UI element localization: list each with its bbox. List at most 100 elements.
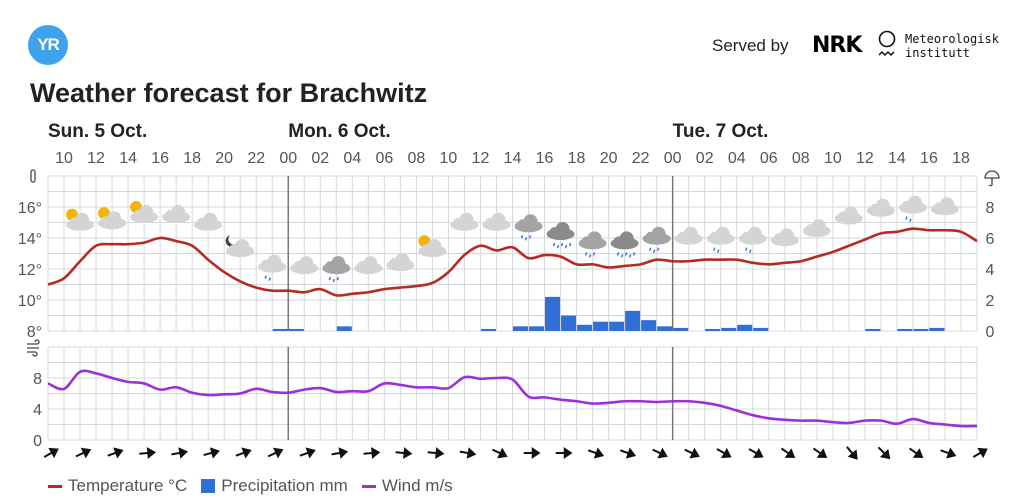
hour-label: 16 xyxy=(920,150,938,167)
legend-item-temperature[interactable]: Temperature °C xyxy=(48,476,187,496)
light-rain-icon xyxy=(898,195,927,222)
yr-logo-text: YR xyxy=(37,35,60,54)
cloudy-icon xyxy=(770,228,799,247)
wind-direction-arrow-icon xyxy=(363,447,381,459)
hour-label: 04 xyxy=(343,150,361,167)
met-logo-line1: Meteorologisk xyxy=(905,32,999,46)
wind-direction-arrow-icon xyxy=(235,447,252,459)
partly-sunny-icon xyxy=(66,208,95,231)
precipitation-bar xyxy=(753,327,769,331)
wind-direction-arrow-icon xyxy=(619,447,637,459)
partly-sunny-icon xyxy=(418,235,447,258)
cloudy-icon xyxy=(930,197,959,216)
wind-direction-arrow-icon xyxy=(203,447,220,459)
wind-direction-arrow-icon xyxy=(459,447,477,459)
wind-direction-arrow-icon xyxy=(652,447,668,459)
rain-icon xyxy=(514,214,543,241)
precipitation-tick: 2 xyxy=(986,293,995,310)
partly-sunny-icon xyxy=(130,201,159,223)
partly-sunny-icon xyxy=(98,207,127,230)
precipitation-swatch xyxy=(201,479,216,493)
hour-label: 08 xyxy=(792,150,810,167)
wind-direction-arrow-icon xyxy=(107,447,124,459)
hour-label: 10 xyxy=(824,150,842,167)
hour-label: 14 xyxy=(888,150,906,167)
served-by-label: Served by xyxy=(712,36,789,55)
rain-icon xyxy=(578,231,607,258)
light-rain-icon xyxy=(738,226,767,253)
cloudy-icon xyxy=(674,226,703,245)
wind-tick: 4 xyxy=(33,402,42,419)
precipitation-tick: 0 xyxy=(986,324,995,341)
precipitation-bar xyxy=(336,326,352,331)
temperature-tick: 12° xyxy=(18,262,42,279)
hour-label: 22 xyxy=(632,150,650,167)
hour-label: 02 xyxy=(696,150,714,167)
temperature-tick: 16° xyxy=(18,200,42,217)
wind-direction-arrow-icon xyxy=(75,447,92,459)
legend-item-precipitation[interactable]: Precipitation mm xyxy=(201,476,348,496)
precipitation-bar xyxy=(272,329,288,331)
hour-label: 18 xyxy=(183,150,201,167)
rain-icon xyxy=(642,226,671,253)
hour-label: 16 xyxy=(536,150,554,167)
precipitation-bar xyxy=(737,324,753,331)
hour-label: 10 xyxy=(55,150,73,167)
wind-direction-arrow-icon xyxy=(972,447,988,459)
wind-direction-arrow-icon xyxy=(909,447,924,459)
precipitation-bar xyxy=(721,327,737,331)
precipitation-bar xyxy=(577,324,593,331)
wind-direction-arrow-icon xyxy=(267,447,284,459)
precipitation-tick: 6 xyxy=(986,231,995,248)
cloudy-icon xyxy=(450,212,479,231)
precipitation-bar xyxy=(897,329,913,331)
umbrella-icon xyxy=(984,170,1000,187)
wind-direction-arrow-icon xyxy=(812,447,828,459)
wind-direction-arrow-icon xyxy=(846,446,858,460)
wind-tick: 8 xyxy=(33,371,42,388)
legend-label: Precipitation mm xyxy=(221,476,348,495)
precipitation-bar xyxy=(929,327,945,331)
precipitation-bar xyxy=(529,326,545,331)
hour-label: 20 xyxy=(600,150,618,167)
hour-label: 14 xyxy=(119,150,137,167)
temperature-tick: 10° xyxy=(18,293,42,310)
wind-direction-arrow-icon xyxy=(940,447,957,459)
precipitation-bar xyxy=(593,321,609,331)
day-label: Tue. 7 Oct. xyxy=(673,121,769,142)
wind-direction-arrow-icon xyxy=(748,447,764,459)
heavy-rain-icon xyxy=(546,222,575,249)
wind-direction-arrow-icon xyxy=(780,447,796,459)
cloudy-icon xyxy=(290,256,319,275)
precipitation-bar xyxy=(865,329,881,331)
temperature-tick: 14° xyxy=(18,231,42,248)
nrk-logo[interactable]: NRK xyxy=(812,33,862,58)
temperature-tick: 8° xyxy=(27,324,42,341)
wind-direction-arrow-icon xyxy=(523,447,541,459)
wind-direction-arrow-icon xyxy=(395,447,413,459)
precipitation-tick: 4 xyxy=(986,262,995,279)
day-label: Sun. 5 Oct. xyxy=(48,121,147,142)
hour-label: 00 xyxy=(664,150,682,167)
yr-logo[interactable]: YR xyxy=(28,25,68,65)
light-rain-icon xyxy=(258,254,287,281)
wind-direction-arrow-icon xyxy=(555,447,573,459)
precipitation-bar xyxy=(913,329,929,331)
wind-swatch xyxy=(361,484,376,488)
light-rain-icon xyxy=(706,226,735,253)
met-institute-logo[interactable]: Meteorologisk institutt xyxy=(905,32,999,60)
precipitation-bar xyxy=(545,296,561,331)
hour-label: 12 xyxy=(472,150,490,167)
wind-direction-arrow-icon xyxy=(299,447,316,459)
hour-label: 18 xyxy=(568,150,586,167)
cloudy-icon xyxy=(866,198,895,217)
wind-direction-arrow-icon xyxy=(587,447,605,459)
precipitation-tick: 8 xyxy=(986,200,995,217)
cloudy-icon xyxy=(354,256,383,275)
wind-direction-arrow-icon xyxy=(427,447,445,459)
rain-icon xyxy=(322,256,351,283)
precipitation-bar xyxy=(673,327,689,331)
cloudy-icon xyxy=(194,212,223,231)
legend-item-wind[interactable]: Wind m/s xyxy=(361,476,453,496)
precipitation-bar xyxy=(561,315,577,331)
